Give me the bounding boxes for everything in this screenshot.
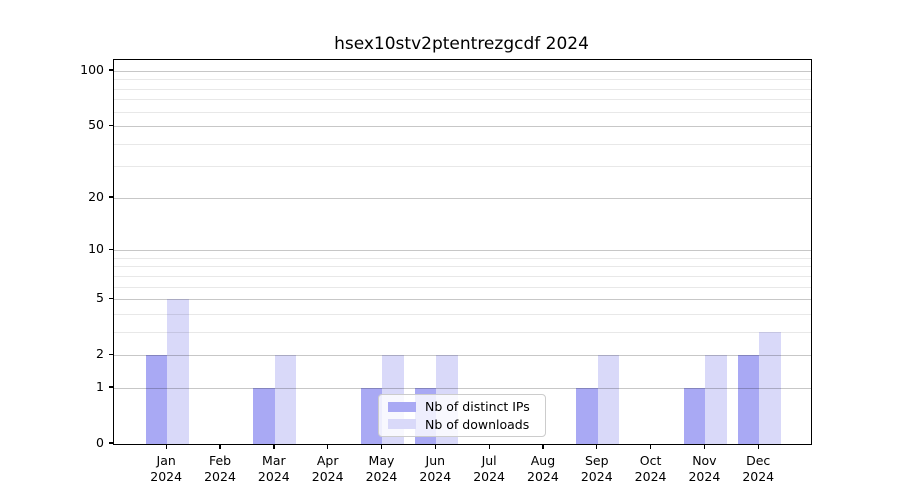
bar-downloads [167, 299, 189, 444]
major-gridline [114, 70, 811, 72]
y-tick-label: 0 [96, 435, 104, 450]
plot-area [113, 59, 812, 445]
y-tick-mark [108, 353, 114, 355]
bar-distinct-ips [737, 355, 760, 444]
bar-distinct-ips [145, 355, 168, 444]
major-gridline [114, 299, 811, 301]
bar-distinct-ips [576, 387, 598, 444]
bar-distinct-ips [683, 387, 706, 444]
x-tick-label: Jun 2024 [419, 453, 452, 484]
minor-gridline [114, 99, 811, 101]
x-tick-mark [434, 444, 436, 449]
major-gridline [114, 387, 811, 389]
minor-gridline [114, 313, 811, 315]
legend-label-downloads: Nb of downloads [425, 416, 530, 432]
y-tick-label: 100 [80, 61, 104, 77]
x-tick-label: Jan 2024 [150, 453, 183, 484]
major-gridline [114, 250, 811, 252]
y-tick-mark [108, 69, 114, 71]
legend-item-distinct-ips: Nb of distinct IPs [388, 399, 536, 414]
bar-downloads [759, 331, 781, 444]
x-tick-label: Oct 2024 [634, 453, 667, 484]
y-tick-label: 20 [88, 188, 104, 204]
major-gridline [114, 126, 811, 128]
legend-label-distinct-ips: Nb of distinct IPs [425, 399, 530, 415]
x-tick-label: Dec 2024 [742, 453, 775, 484]
x-tick-label: Apr 2024 [311, 453, 344, 484]
minor-gridline [114, 286, 811, 288]
bar-downloads [597, 355, 620, 444]
y-tick-label: 10 [88, 241, 104, 257]
minor-gridline [114, 88, 811, 90]
bar-distinct-ips [360, 387, 383, 444]
x-tick-mark [165, 444, 167, 449]
x-tick-mark [649, 444, 652, 449]
x-tick-label: Feb 2024 [204, 453, 236, 484]
x-tick-label: May 2024 [365, 453, 398, 484]
minor-gridline [114, 257, 811, 259]
minor-gridline [114, 266, 811, 268]
y-tick-mark [108, 297, 114, 299]
x-tick-label: Aug 2024 [527, 453, 559, 484]
legend-item-downloads: Nb of downloads [388, 417, 536, 432]
y-tick-mark [108, 386, 114, 388]
y-tick-label: 5 [96, 290, 104, 306]
minor-gridline [114, 275, 811, 277]
legend: Nb of distinct IPs Nb of downloads [378, 394, 546, 437]
x-tick-mark [327, 444, 329, 449]
y-tick-label: 50 [88, 117, 104, 133]
major-gridline [114, 355, 811, 357]
x-tick-mark [542, 444, 544, 449]
y-tick-mark [108, 196, 114, 198]
x-tick-mark [703, 444, 706, 449]
x-tick-label: Mar 2024 [257, 453, 290, 484]
chart-title: hsex10stv2ptentrezgcdf 2024 [334, 34, 589, 54]
bar-distinct-ips [253, 387, 275, 444]
bar-downloads [274, 355, 297, 444]
x-tick-mark [488, 444, 490, 449]
x-tick-mark [380, 444, 383, 449]
bar-downloads [705, 355, 727, 444]
minor-gridline [114, 143, 811, 145]
x-tick-mark [219, 444, 221, 449]
x-tick-label: Jul 2024 [473, 453, 506, 484]
minor-gridline [114, 166, 811, 168]
x-tick-label: Sep 2024 [580, 453, 613, 484]
y-tick-mark [108, 442, 114, 444]
minor-gridline [114, 79, 811, 81]
minor-gridline [114, 331, 811, 333]
y-tick-mark [108, 124, 114, 126]
legend-swatch-distinct-ips [388, 401, 416, 412]
x-tick-label: Nov 2024 [688, 453, 721, 484]
y-tick-label: 2 [96, 346, 104, 362]
x-tick-mark [273, 444, 275, 449]
legend-swatch-downloads [388, 419, 416, 430]
x-tick-mark [596, 444, 598, 449]
minor-gridline [114, 111, 811, 113]
y-tick-mark [108, 248, 114, 250]
major-gridline [114, 197, 811, 199]
x-tick-mark [757, 444, 759, 449]
y-tick-label: 1 [96, 378, 104, 394]
